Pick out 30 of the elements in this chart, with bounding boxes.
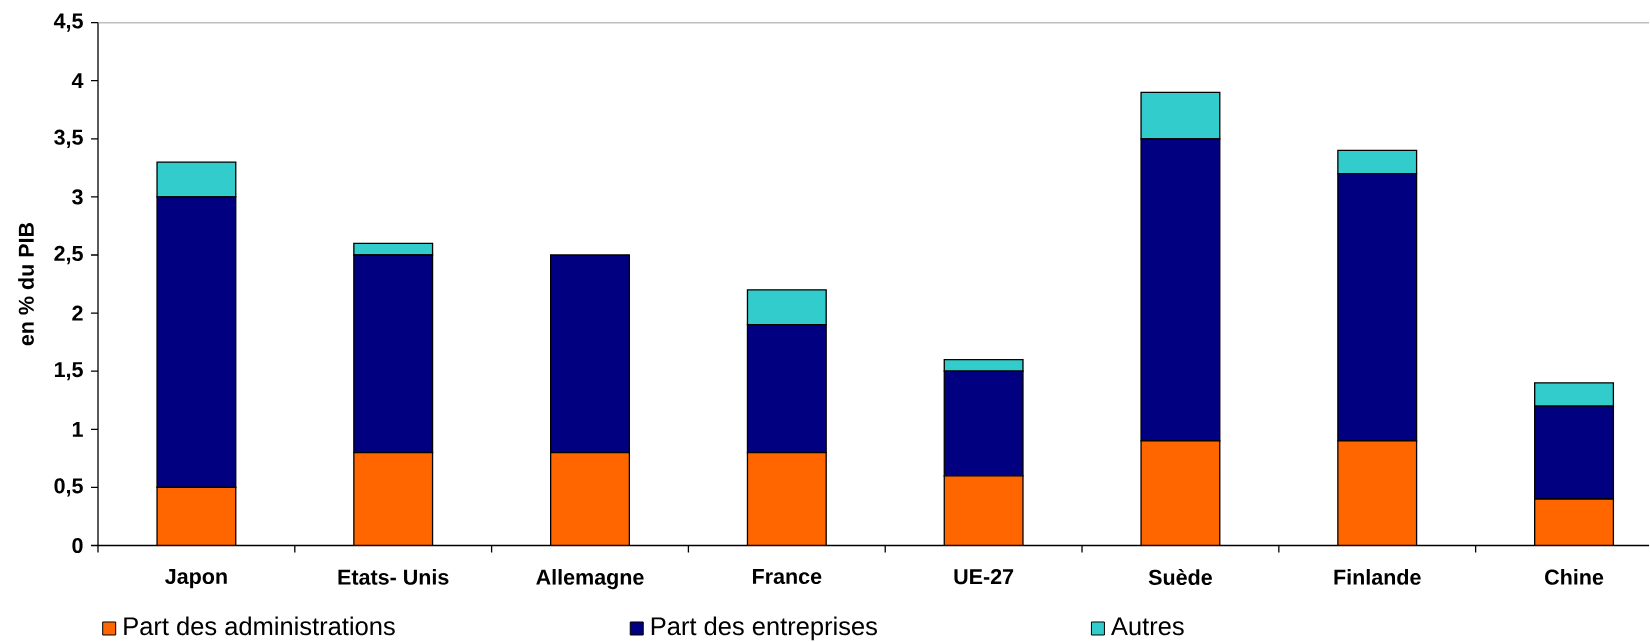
x-tick-label: Allemagne [536, 569, 644, 590]
x-tick-label: France [753, 569, 822, 585]
x-tick-label: Chine [1545, 569, 1604, 585]
x-tick-label: UE-27 [954, 569, 1014, 585]
legend-label: Part des entreprises [651, 616, 877, 641]
y-tick-label: 2 [72, 305, 83, 321]
y-tick-label: 4 [71, 73, 84, 89]
y-axis-title: en % du PIB [18, 222, 34, 346]
x-tick-label: Finlande [1334, 569, 1421, 585]
y-tick-label: 1,5 [54, 362, 83, 381]
y-tick-label: 3 [72, 189, 83, 205]
bar [1337, 440, 1417, 546]
bar [157, 487, 236, 546]
y-tick-label: 4,5 [53, 13, 83, 32]
x-tick-label: Etats- Unis [338, 569, 449, 585]
bar [747, 452, 827, 546]
legend-label: Part des administrations [124, 616, 395, 636]
y-tick-label: 0 [72, 537, 83, 554]
y-tick-label: 3,5 [54, 129, 83, 148]
y-tick-label: 0,5 [54, 478, 83, 497]
bar [550, 452, 630, 546]
y-tick-label: 1 [72, 421, 83, 437]
bar [1534, 498, 1615, 546]
y-tick-label: 2,5 [54, 245, 83, 265]
legend-label: Autres [1110, 617, 1184, 636]
x-tick-label: Japon [165, 569, 227, 589]
x-tick-label: Suède [1148, 569, 1212, 585]
bar [1141, 440, 1220, 546]
bar [944, 475, 1023, 546]
bar [353, 452, 433, 546]
